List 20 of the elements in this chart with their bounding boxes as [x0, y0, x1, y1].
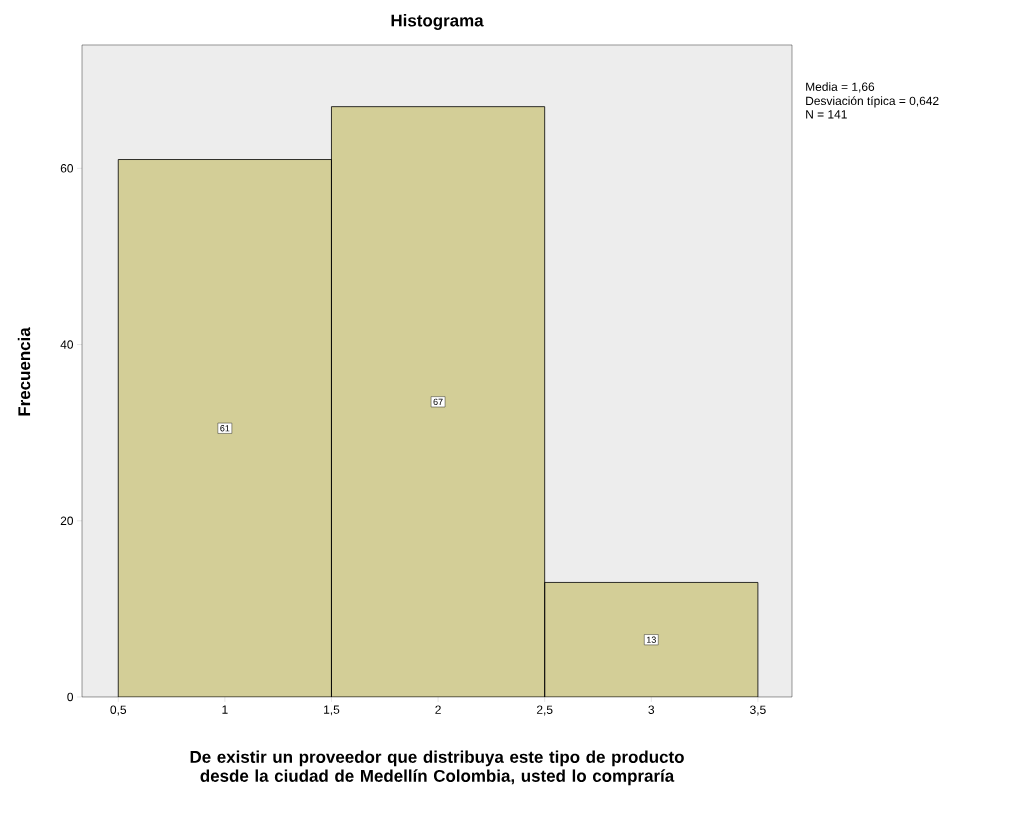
text: N = 141	[806, 110, 847, 119]
y-tick-label: 0	[67, 692, 74, 702]
x-tick-label: 1,5	[324, 705, 340, 716]
data-label: 61	[220, 425, 230, 432]
y-tick-label: 60	[60, 164, 74, 173]
y-tick-label: 20	[60, 516, 74, 525]
y-tick-label: 40	[60, 340, 74, 349]
x-tick-label: 0,5	[110, 705, 127, 716]
data-label: 13	[646, 636, 656, 643]
x-tick-label: 1	[222, 705, 228, 714]
text: Media = 1,66	[806, 82, 875, 93]
text: Desviación típica = 0,642	[806, 96, 939, 108]
x-tick-label: 2,5	[536, 705, 553, 716]
x-axis-title: De existir un proveedor que distribuya este tipo de producto desde la ciudad de Medellín Colombia, usted lo compraría	[190, 750, 684, 786]
x-tick-label: 2	[435, 705, 441, 714]
x-tick-label: 3,5	[750, 705, 766, 716]
chart-title: Histograma	[391, 14, 484, 30]
x-tick-label: 3	[648, 705, 655, 714]
data-label: 67	[433, 398, 443, 405]
y-axis-title: Frecuencia	[17, 327, 31, 416]
